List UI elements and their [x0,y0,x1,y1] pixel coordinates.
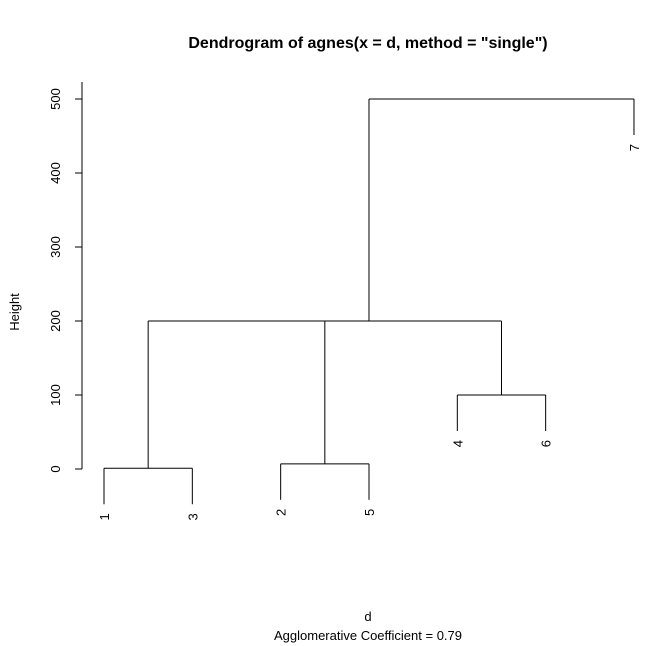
leaf-labels: 1 3 2 5 4 6 7 [97,144,642,520]
leaf-label: 1 [97,513,112,520]
chart-title: Dendrogram of agnes(x = d, method = "sin… [188,35,547,52]
leaf-label: 7 [627,144,642,151]
y-tick-label: 500 [48,88,63,110]
leaf-label: 5 [362,509,377,516]
dendrogram-tree [103,98,635,505]
x-axis-label: d [364,609,371,624]
leaf-label: 3 [185,513,200,520]
y-tick-label: 0 [48,465,63,472]
leaf-label: 4 [450,440,465,447]
leaf-label: 2 [274,509,289,516]
y-tick-label: 200 [48,310,63,332]
chart-subtitle: Agglomerative Coefficient = 0.79 [274,628,462,643]
y-axis-ticks: 0 100 200 300 400 500 [48,88,82,473]
y-tick-label: 400 [48,162,63,184]
y-tick-label: 300 [48,236,63,258]
y-axis-label: Height [7,293,22,331]
leaf-label: 6 [539,440,554,447]
y-tick-label: 100 [48,384,63,406]
